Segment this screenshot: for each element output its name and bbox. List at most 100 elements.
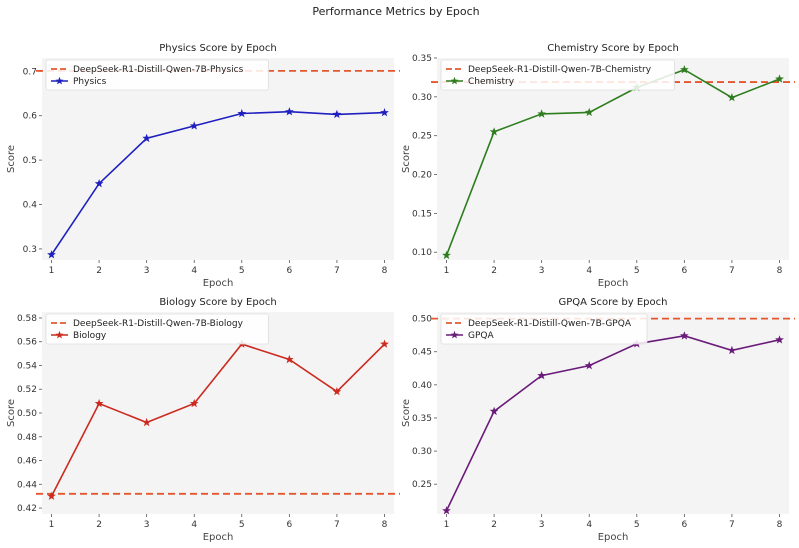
x-tick-label: 1 [49, 266, 55, 276]
data-point [47, 250, 56, 259]
x-tick-label: 6 [286, 520, 292, 530]
x-tick-label: 5 [634, 266, 640, 276]
x-axis-label: Epoch [598, 532, 629, 543]
x-tick-label: 8 [777, 520, 783, 530]
data-point [775, 335, 784, 344]
x-tick-label: 8 [382, 266, 388, 276]
chart-panel: GPQA Score by Epoch Epoch Score 1 2 3 4 5 6 7 8 0.2… [401, 297, 795, 543]
data-point [189, 121, 199, 130]
data-point [489, 406, 499, 416]
data-point [727, 345, 737, 355]
y-tick-label: 0.6 [23, 112, 38, 122]
data-point [332, 387, 342, 396]
x-tick-label: 2 [96, 266, 102, 276]
data-point [47, 491, 56, 500]
data-point [380, 108, 389, 117]
x-tick-label: 5 [634, 520, 640, 530]
x-tick-label: 5 [239, 520, 245, 530]
x-tick-label: 4 [191, 520, 197, 530]
y-tick-label: 0.3 [23, 245, 37, 255]
data-point [680, 65, 689, 74]
legend: DeepSeek-R1-Distill-Qwen-7B-Chemistry Che… [440, 59, 675, 91]
y-tick-label: 0.52 [17, 385, 37, 395]
x-tick-label: 3 [539, 266, 545, 276]
x-tick-label: 1 [49, 520, 55, 530]
x-tick-label: 6 [286, 266, 292, 276]
data-point [285, 354, 294, 364]
x-tick-label: 6 [681, 520, 687, 530]
y-tick-label: 0.45 [412, 348, 432, 358]
data-point [727, 93, 737, 102]
chart-title: Physics Score by Epoch [159, 43, 276, 54]
data-point [537, 371, 546, 380]
y-tick-label: 0.15 [412, 209, 432, 219]
legend: DeepSeek-R1-Distill-Qwen-7B-GPQA GPQA [440, 313, 648, 345]
x-tick-label: 8 [777, 266, 783, 276]
x-tick-label: 2 [491, 520, 497, 530]
legend-series-label: Biology [73, 331, 107, 341]
data-point [380, 339, 389, 348]
x-tick-label: 1 [444, 520, 450, 530]
y-axis-label: Score [6, 145, 17, 173]
y-tick-label: 0.54 [17, 361, 37, 371]
x-tick-label: 3 [144, 520, 150, 530]
data-point [537, 109, 546, 118]
y-tick-label: 0.35 [412, 414, 432, 424]
x-tick-label: 5 [239, 266, 245, 276]
x-axis-label: Epoch [203, 278, 234, 289]
data-point [442, 506, 451, 515]
y-tick-label: 0.56 [17, 338, 37, 348]
y-tick-label: 0.44 [17, 480, 37, 490]
y-tick-label: 0.5 [23, 156, 37, 166]
x-tick-label: 4 [586, 266, 592, 276]
chart-title: GPQA Score by Epoch [559, 297, 668, 308]
chart-panel: Physics Score by Epoch Epoch Score 1 2 3 4 5 6 7 8… [6, 43, 400, 289]
y-tick-label: 0.4 [23, 201, 38, 211]
y-tick-label: 0.35 [412, 54, 432, 64]
y-tick-label: 0.20 [412, 171, 432, 181]
data-point [285, 107, 294, 116]
legend: DeepSeek-R1-Distill-Qwen-7B-Physics Physi… [45, 59, 269, 91]
plot-area [42, 58, 394, 260]
series-line [50, 343, 386, 497]
chart-panel: Chemistry Score by Epoch Epoch Score 1 2 3 4 5 6… [401, 43, 795, 289]
x-tick-label: 4 [586, 520, 592, 530]
data-point [489, 127, 499, 136]
y-tick-label: 0.50 [17, 409, 37, 419]
legend-box [440, 313, 648, 345]
legend-series-marker [55, 330, 64, 339]
x-axis-label: Epoch [203, 532, 234, 543]
y-tick-label: 0.46 [17, 457, 37, 467]
x-tick-label: 2 [491, 266, 497, 276]
data-point [775, 74, 784, 83]
legend-box [440, 59, 675, 91]
legend-baseline-label: DeepSeek-R1-Distill-Qwen-7B-Chemistry [468, 65, 652, 75]
x-tick-label: 7 [729, 266, 735, 276]
data-point [94, 179, 104, 188]
legend-series-marker [450, 76, 459, 85]
legend: DeepSeek-R1-Distill-Qwen-7B-Biology Biolo… [45, 313, 269, 345]
data-point [332, 109, 342, 119]
y-tick-label: 0.48 [17, 433, 37, 443]
x-tick-label: 2 [96, 520, 102, 530]
series-line [445, 334, 780, 512]
x-tick-label: 3 [539, 520, 545, 530]
y-tick-label: 0.25 [412, 480, 432, 490]
legend-baseline-label: DeepSeek-R1-Distill-Qwen-7B-Physics [73, 65, 244, 75]
chart-panel: Biology Score by Epoch Epoch Score 1 2 3 4 5 6 7 8… [6, 297, 400, 543]
plot-area [42, 312, 394, 514]
legend-baseline-label: DeepSeek-R1-Distill-Qwen-7B-GPQA [468, 319, 632, 329]
plot-area [437, 58, 789, 260]
data-point [94, 398, 104, 408]
y-tick-label: 0.50 [412, 315, 432, 325]
data-point [442, 250, 451, 260]
legend-series-label: Chemistry [468, 77, 515, 87]
y-tick-label: 0.25 [412, 132, 432, 142]
legend-series-label: Physics [73, 77, 107, 87]
y-tick-label: 0.10 [412, 248, 432, 258]
y-tick-label: 0.30 [412, 447, 432, 457]
x-tick-label: 7 [334, 266, 340, 276]
x-tick-label: 1 [444, 266, 450, 276]
x-tick-label: 8 [382, 520, 388, 530]
